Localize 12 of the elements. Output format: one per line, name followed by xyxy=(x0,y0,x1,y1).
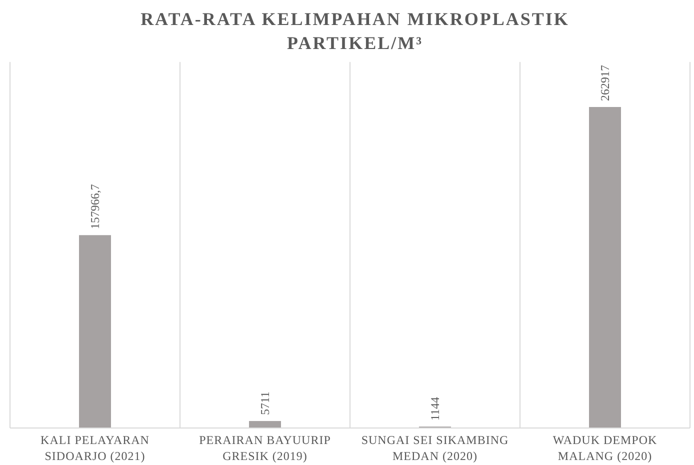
data-label: 157966,7 xyxy=(88,184,102,230)
x-tick-label: KALI PELAYARAN SIDOARJO (2021) xyxy=(40,433,150,463)
bar xyxy=(589,107,621,428)
x-tick-label: PERAIRAN BAYUURIP GRESIK (2019) xyxy=(199,433,331,463)
bar xyxy=(249,421,281,428)
data-label: 1144 xyxy=(428,397,442,421)
data-label: 5711 xyxy=(258,391,272,416)
x-tick-label: WADUK DEMPOK MALANG (2020) xyxy=(552,433,658,463)
bar xyxy=(79,235,111,428)
x-tick-label: SUNGAI SEI SIKAMBING MEDAN (2020) xyxy=(361,433,509,463)
chart-title: RATA-RATA KELIMPAHAN MIKROPLASTIK PARTIKEL/M³ xyxy=(140,9,570,53)
data-label: 262917 xyxy=(598,65,612,101)
